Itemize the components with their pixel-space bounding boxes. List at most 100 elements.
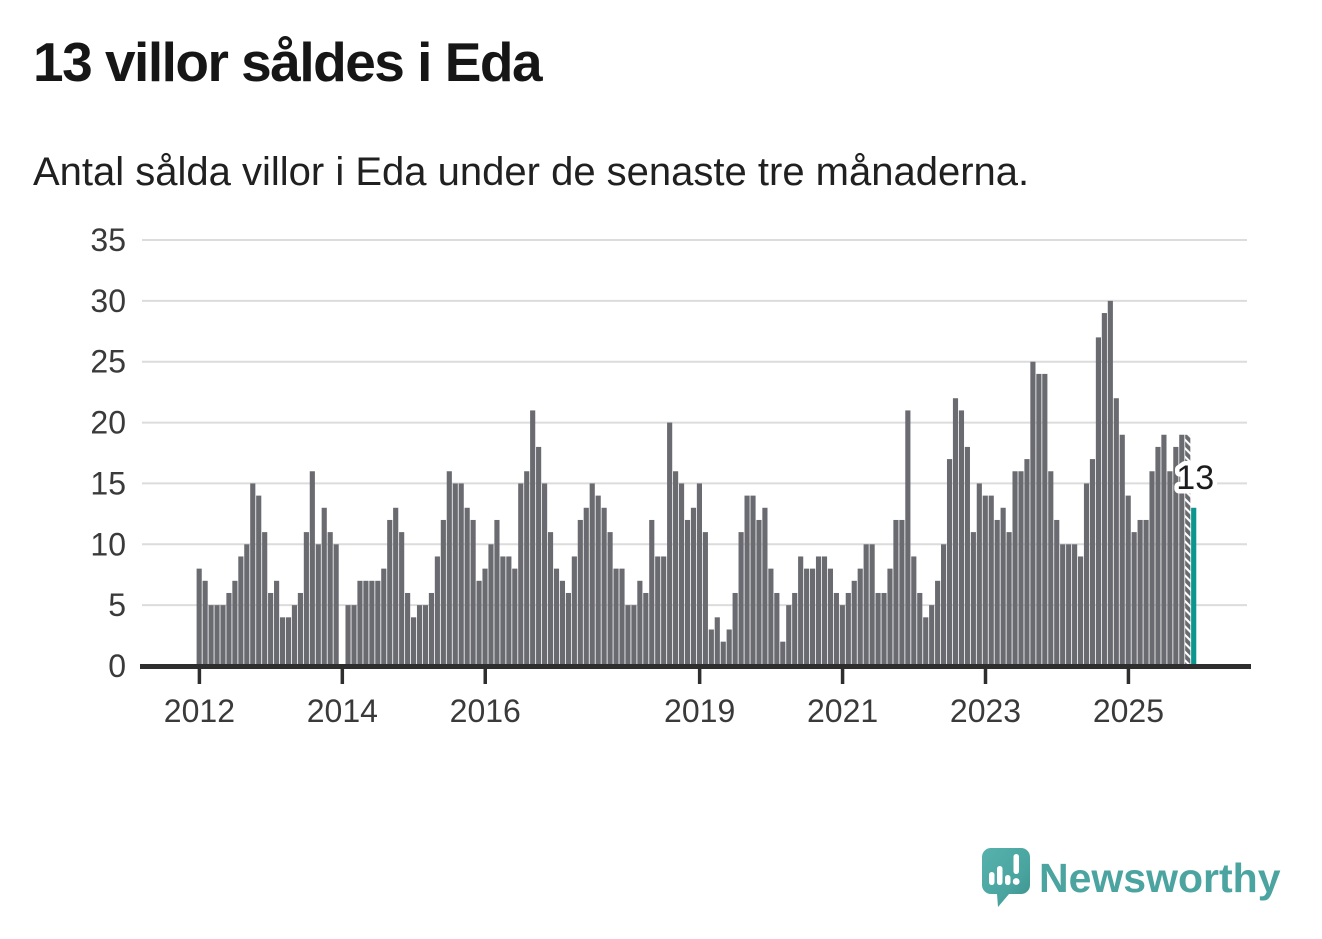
y-tick-label-20: 20	[90, 405, 126, 441]
bar-2018-06	[655, 556, 661, 666]
highlight-bar-2025-12	[1191, 507, 1197, 666]
bar-2017-11	[613, 568, 619, 666]
bar-2015-06	[440, 519, 446, 666]
bar-2015-12	[476, 580, 482, 666]
bar-2020-06	[798, 556, 804, 666]
bar-2019-02	[702, 532, 708, 666]
bar-2013-02	[274, 580, 280, 666]
bar-2014-12	[405, 592, 411, 666]
bar-2024-10	[1107, 300, 1113, 666]
bar-2017-04	[571, 556, 577, 666]
bar-2024-07	[1089, 459, 1096, 666]
bar-2012-04	[214, 605, 220, 666]
bar-2022-08	[952, 398, 959, 666]
bar-2020-11	[827, 568, 834, 666]
bar-2019-09	[744, 495, 750, 666]
bar-2016-01	[482, 568, 488, 666]
bar-2015-11	[470, 519, 476, 666]
bar-2023-08	[1024, 459, 1030, 666]
y-tick-label-0: 0	[108, 648, 126, 684]
y-axis-labels: 0 5 10 15 20 25 30 35	[90, 222, 126, 684]
bar-2023-06	[1012, 471, 1018, 666]
bar-2019-04	[714, 617, 720, 666]
bar-2020-05	[792, 592, 798, 666]
y-tick-label-10: 10	[90, 526, 126, 562]
bar-2024-06	[1083, 483, 1090, 666]
bar-2017-02	[559, 580, 566, 666]
bar-2023-10	[1036, 373, 1042, 666]
bar-2022-07	[946, 459, 953, 666]
bar-2017-01	[553, 568, 560, 666]
bar-2017-07	[589, 483, 595, 666]
y-tick-label-5: 5	[108, 587, 126, 623]
x-axis-line	[140, 664, 1251, 669]
bar-2012-11	[256, 495, 262, 666]
bar-2019-03	[708, 629, 714, 666]
bar-2023-12	[1048, 471, 1054, 666]
bar-2017-12	[619, 568, 625, 666]
bar-2012-10	[250, 483, 256, 666]
bar-2022-10	[964, 446, 970, 666]
bar-2015-03	[422, 605, 429, 666]
y-tick-label-35: 35	[90, 222, 126, 258]
bar-2019-10	[750, 495, 756, 666]
bar-2015-10	[464, 507, 470, 666]
bar-2014-07	[375, 580, 381, 666]
bar-2016-12	[547, 532, 554, 666]
bar-2017-10	[607, 532, 613, 666]
bar-2021-10	[893, 519, 899, 666]
bar-2025-02	[1131, 532, 1137, 666]
bar-2015-07	[446, 471, 452, 666]
bar-2021-01	[839, 605, 845, 666]
bar-2012-06	[226, 592, 232, 666]
bar-2019-05	[720, 641, 726, 666]
exclamation-bar-icon	[1013, 854, 1019, 874]
bar-2022-02	[917, 592, 923, 666]
bar-2016-05	[506, 556, 512, 666]
bar-2013-07	[303, 532, 309, 666]
bar-2016-03	[494, 519, 500, 666]
logo-wordmark: Newsworthy	[1039, 855, 1281, 901]
bar-2021-07	[875, 592, 881, 666]
bar-2023-01	[982, 495, 988, 666]
bar-2016-11	[542, 483, 548, 666]
bar-2024-09	[1101, 313, 1107, 666]
bar-2012-07	[232, 580, 238, 666]
bar-2013-03	[279, 617, 286, 666]
x-tick-label-2023: 2023	[950, 693, 1021, 729]
bar-2025-05	[1149, 471, 1155, 666]
bar-2015-01	[410, 617, 417, 666]
bar-2016-07	[518, 483, 524, 666]
bar-2015-02	[416, 605, 423, 666]
bar-2025-11	[1185, 434, 1191, 666]
bar-2015-04	[428, 592, 435, 666]
bar-2014-09	[387, 519, 393, 666]
bar-2020-10	[821, 556, 828, 666]
bar-2018-02	[631, 605, 637, 666]
bar-2016-09	[530, 410, 536, 666]
bar-2018-04	[643, 592, 649, 666]
bar-2024-11	[1113, 398, 1119, 666]
newsworthy-logo: Newsworthy	[982, 848, 1281, 907]
highlight-value-label: 13	[1176, 459, 1214, 497]
bar-2019-11	[756, 519, 762, 666]
bar-2016-02	[488, 544, 494, 666]
bar-2017-06	[583, 507, 589, 666]
bar-2025-08	[1167, 471, 1173, 666]
bar-2024-03	[1066, 544, 1072, 666]
bar-2022-03	[923, 617, 929, 666]
bar-2025-10	[1179, 434, 1185, 666]
bar-2021-04	[857, 568, 863, 666]
bar-2012-02	[202, 580, 208, 666]
bar-2020-09	[815, 556, 822, 666]
bar-2019-07	[732, 592, 738, 666]
bar-2014-05	[363, 580, 369, 666]
exclamation-dot-icon	[1012, 878, 1020, 885]
bar-2019-06	[726, 629, 732, 666]
bar-2016-10	[536, 446, 542, 666]
bar-2015-05	[434, 556, 440, 666]
bar-2025-09	[1173, 446, 1179, 666]
bar-2018-03	[637, 580, 643, 666]
bar-2017-05	[577, 519, 583, 666]
bar-2013-06	[297, 592, 303, 666]
